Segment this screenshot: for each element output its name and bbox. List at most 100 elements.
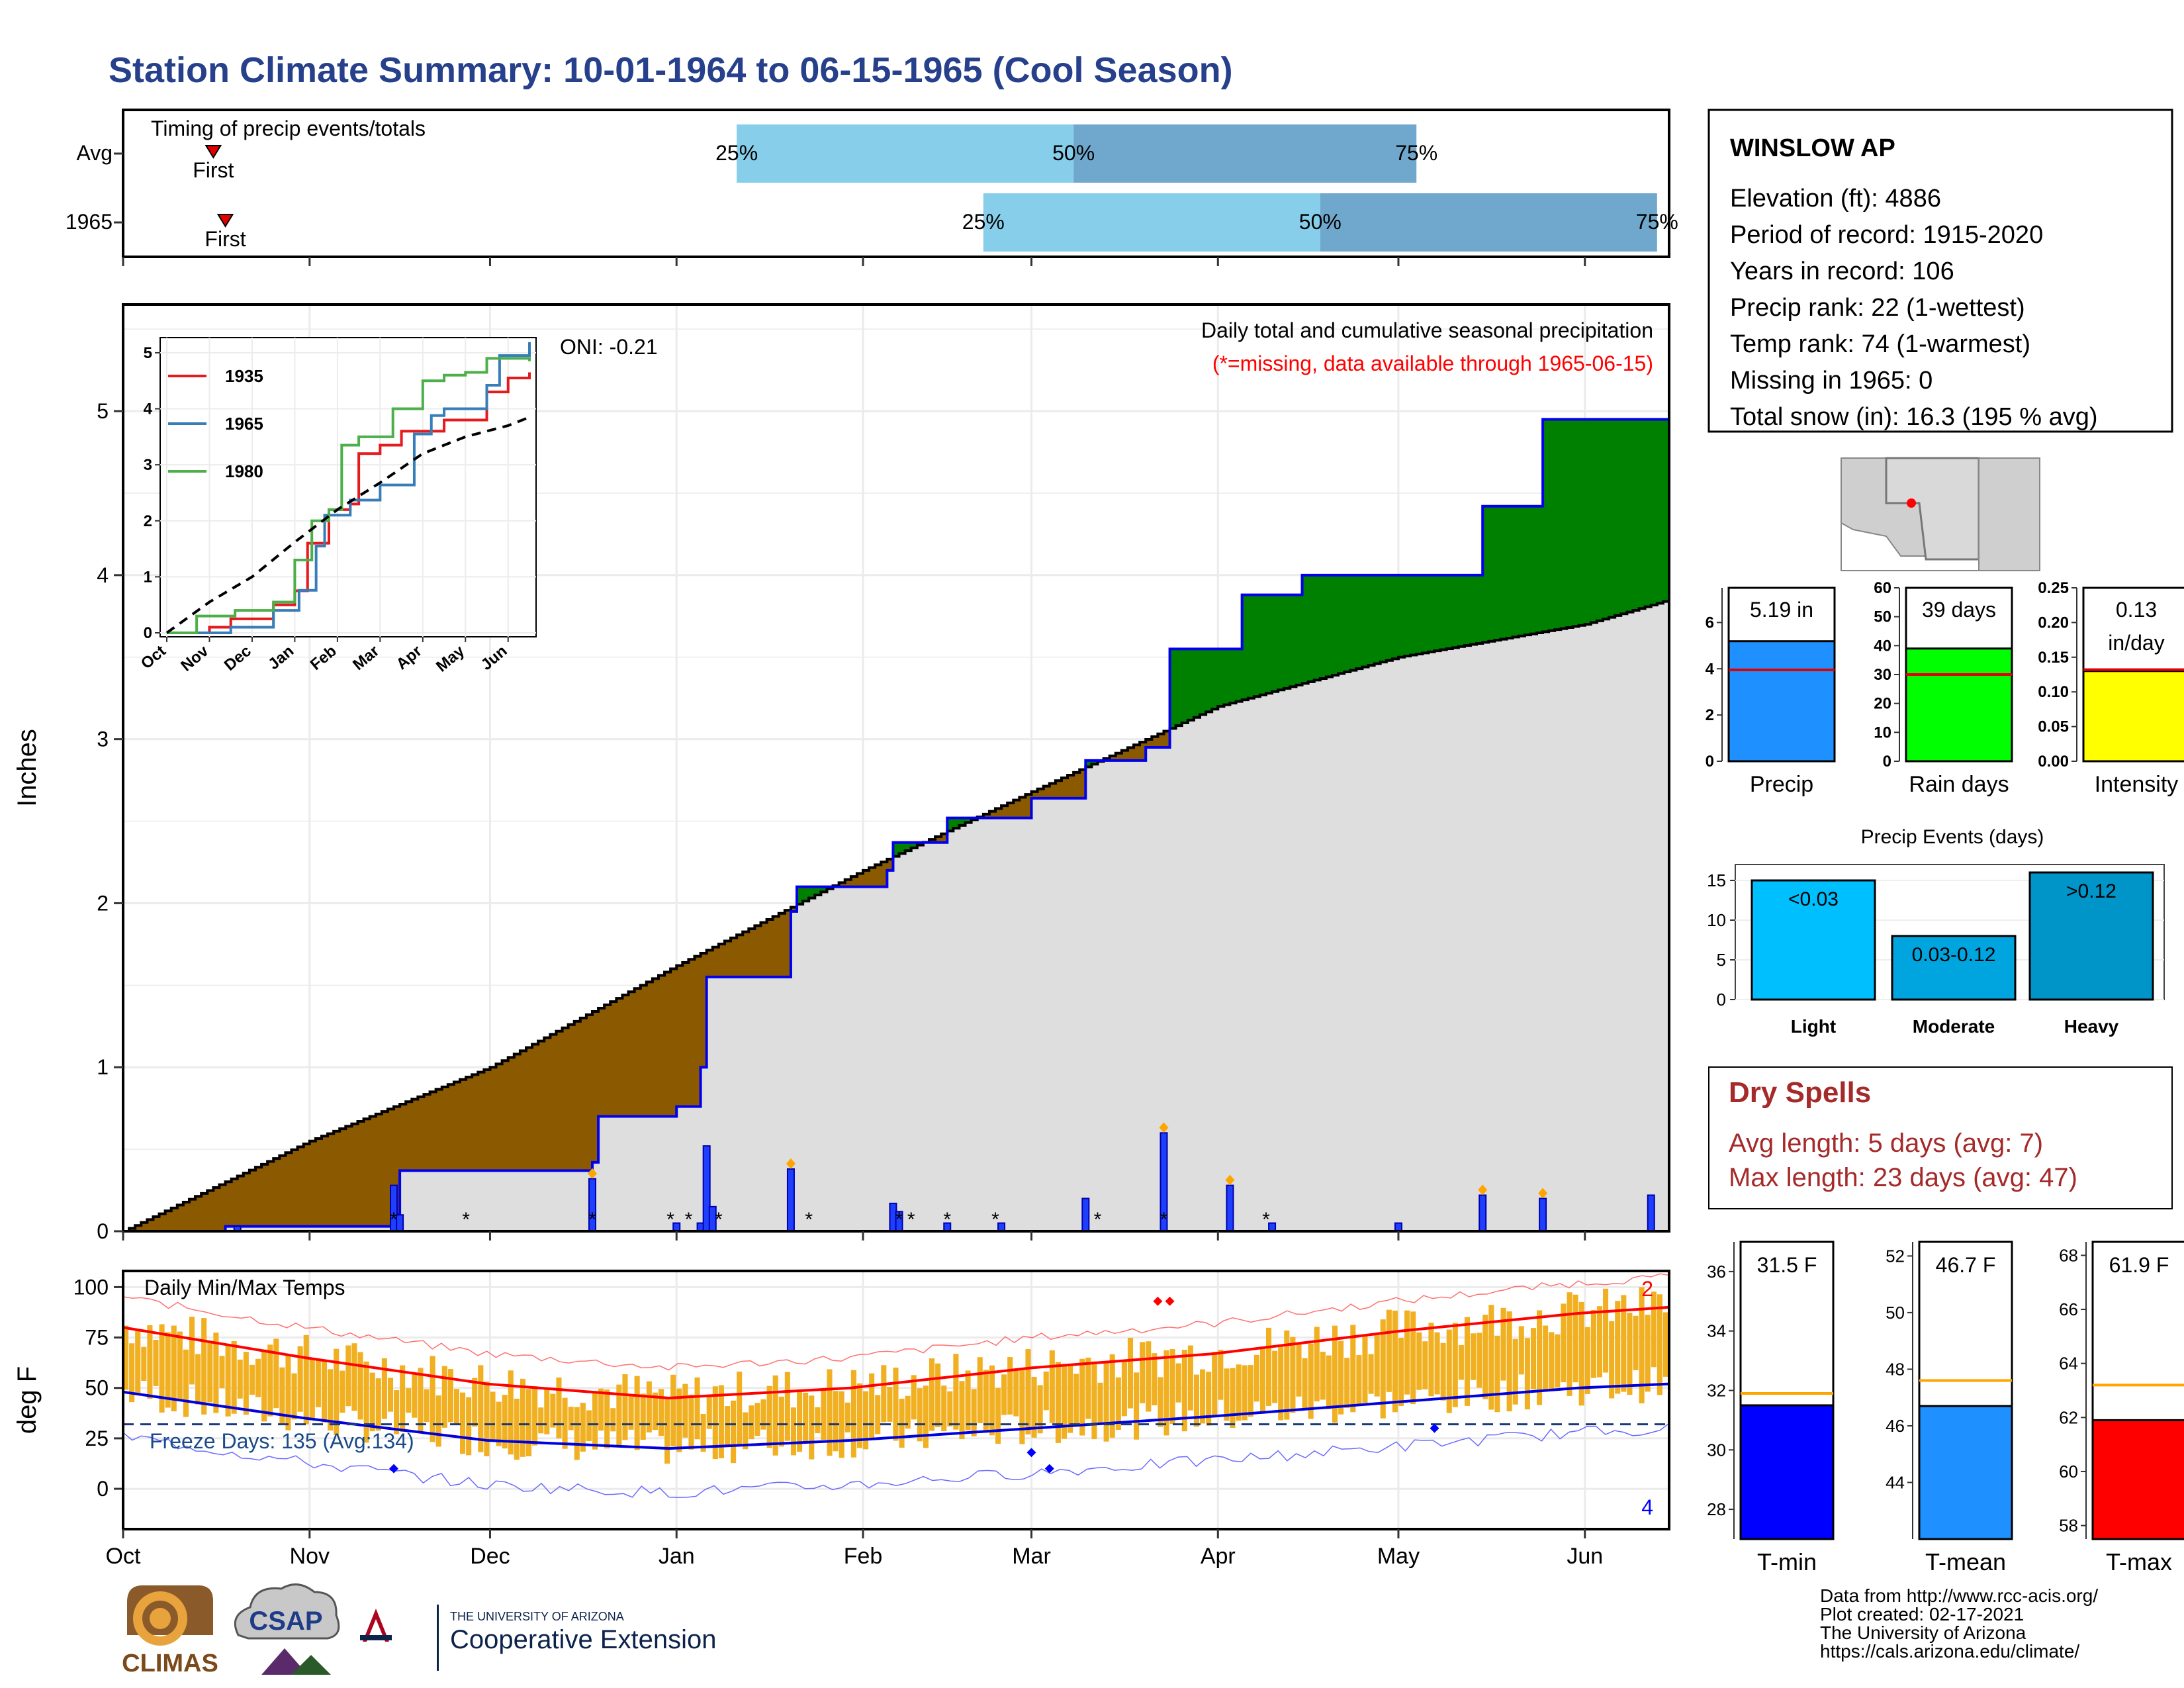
daily-temp-range <box>1386 1309 1392 1392</box>
snow-marker: * <box>907 1209 915 1231</box>
csap-logo: CSAP <box>234 1583 340 1675</box>
daily-temp-range <box>676 1388 682 1452</box>
daily-temp-range <box>351 1343 357 1411</box>
record-marker <box>1430 1423 1439 1433</box>
temp-y-tick-label: 50 <box>85 1376 109 1400</box>
snow-marker: * <box>805 1209 813 1231</box>
precip-events-chart: Precip Events (days) 0 5 10 15 <0.03 Light 0.0… <box>1707 826 2165 1037</box>
temp-bar-tick-label: 68 <box>2059 1245 2078 1265</box>
record-low-line <box>122 1423 1670 1498</box>
daily-temp-range <box>1055 1362 1061 1443</box>
daily-temp-range <box>1290 1336 1296 1413</box>
daily-temp-range <box>869 1373 875 1440</box>
snow-marker: * <box>895 1209 903 1231</box>
daily-temp-range <box>1302 1358 1308 1410</box>
timing-bar-50-75 <box>1073 124 1417 183</box>
mini-tick-label: 0.00 <box>2038 753 2069 771</box>
station-line: Period of record: 1915-2020 <box>1730 221 2043 249</box>
daily-temp-range <box>1368 1354 1374 1394</box>
ua-small-text: THE UNIVERSITY OF ARIZONA <box>450 1610 624 1623</box>
inset-legend-label: 1935 <box>225 366 263 386</box>
temp-bar-tick-label: 34 <box>1707 1321 1726 1341</box>
daily-temp-range <box>267 1344 273 1417</box>
daily-temp-range <box>772 1375 778 1456</box>
temp-bar-tick-label: 48 <box>1886 1359 1905 1379</box>
footer-line: Plot created: 02-17-2021 <box>1820 1604 2024 1624</box>
daily-temp-range <box>387 1378 394 1412</box>
mini-tick-label: 50 <box>1874 608 1891 626</box>
daily-temp-range <box>688 1394 694 1450</box>
daily-temp-range <box>357 1352 363 1420</box>
daily-temp-range <box>1428 1323 1434 1397</box>
daily-temp-range <box>718 1385 724 1458</box>
daily-temp-range <box>844 1402 850 1432</box>
daily-temp-range <box>1350 1325 1356 1413</box>
daily-temp-range <box>1524 1338 1530 1410</box>
daily-temp-range <box>1224 1368 1230 1421</box>
daily-temp-range <box>1567 1292 1572 1396</box>
oni-label: ONI: -0.21 <box>560 335 658 359</box>
daily-temp-range <box>478 1365 484 1452</box>
daily-temp-range <box>1651 1291 1657 1368</box>
daily-temp-range <box>1374 1335 1380 1397</box>
inset-x-tick-label: Jun <box>478 642 511 674</box>
daily-temp-range <box>778 1396 784 1447</box>
daily-temp-range <box>1578 1301 1584 1406</box>
daily-temp-range <box>1572 1294 1578 1383</box>
daily-temp-range <box>375 1378 381 1431</box>
timing-row-label: Avg <box>76 141 113 165</box>
temp-bar-tick-label: 30 <box>1707 1440 1726 1460</box>
daily-temp-range <box>435 1395 441 1447</box>
temp-bar-label: T-min <box>1757 1548 1817 1575</box>
daily-precip-bar <box>1081 1197 1090 1233</box>
daily-temp-range <box>1596 1306 1603 1378</box>
daily-temp-range <box>1380 1319 1386 1419</box>
inset-legend-label: 1980 <box>225 461 263 481</box>
temp-bar-tick-label: 32 <box>1707 1381 1726 1401</box>
record-marker <box>1026 1448 1036 1458</box>
temp-bar-tick-label: 52 <box>1886 1246 1905 1266</box>
daily-temp-range <box>418 1368 424 1433</box>
daily-temp-range <box>153 1339 159 1386</box>
daily-temp-range <box>1097 1382 1103 1425</box>
daily-temp-range <box>447 1369 453 1423</box>
daily-temp-range <box>1410 1311 1416 1405</box>
daily-temp-range <box>237 1359 243 1399</box>
temp-bar-tick-label: 64 <box>2059 1354 2078 1374</box>
dry-spells-title: Dry Spells <box>1729 1076 1871 1109</box>
temp-bar-tick-label: 58 <box>2059 1516 2078 1536</box>
inset-x-tick-label: Jan <box>265 642 297 673</box>
daily-temp-range <box>394 1390 400 1434</box>
daily-temp-range <box>941 1385 947 1432</box>
daily-temp-range <box>1362 1336 1368 1403</box>
daily-temp-range <box>682 1383 688 1438</box>
daily-temp-range <box>616 1384 622 1446</box>
y-tick-label: 4 <box>97 563 109 587</box>
daily-temp-range <box>923 1385 929 1448</box>
timing-panel: Timing of precip events/totals Avg 25% 50%… <box>66 109 1924 266</box>
month-tick-label: Jan <box>659 1544 695 1569</box>
temp-bar-tick-label: 66 <box>2059 1299 2078 1319</box>
precip-caption: Daily total and cumulative seasonal prec… <box>1201 318 1653 342</box>
temp-bar-tick-label: 44 <box>1886 1472 1905 1492</box>
daily-temp-range <box>1537 1310 1543 1405</box>
daily-temp-range <box>1621 1295 1627 1392</box>
timing-p50-label: 50% <box>1052 141 1095 165</box>
daily-temp-range <box>592 1392 598 1450</box>
event-category-label: Moderate <box>1913 1016 1995 1037</box>
daily-temp-range <box>622 1374 628 1440</box>
daily-temp-range <box>634 1376 640 1450</box>
daily-temp-range <box>1085 1357 1091 1419</box>
event-bar-label: <0.03 <box>1788 888 1839 910</box>
station-line: Precip rank: 22 (1-wettest) <box>1730 294 2025 322</box>
temp-bar-value: 46.7 F <box>1936 1253 1996 1277</box>
daily-temp-range <box>1452 1323 1458 1407</box>
daily-temp-range <box>628 1394 634 1430</box>
inset-y-tick-label: 3 <box>144 456 152 474</box>
daily-temp-range <box>1464 1317 1471 1406</box>
record-marker <box>1165 1296 1175 1306</box>
daily-temp-range <box>983 1370 989 1431</box>
timing-bar-25-50 <box>983 193 1320 252</box>
snow-marker: * <box>991 1209 999 1231</box>
mini-tick-label: 0 <box>1706 753 1714 771</box>
